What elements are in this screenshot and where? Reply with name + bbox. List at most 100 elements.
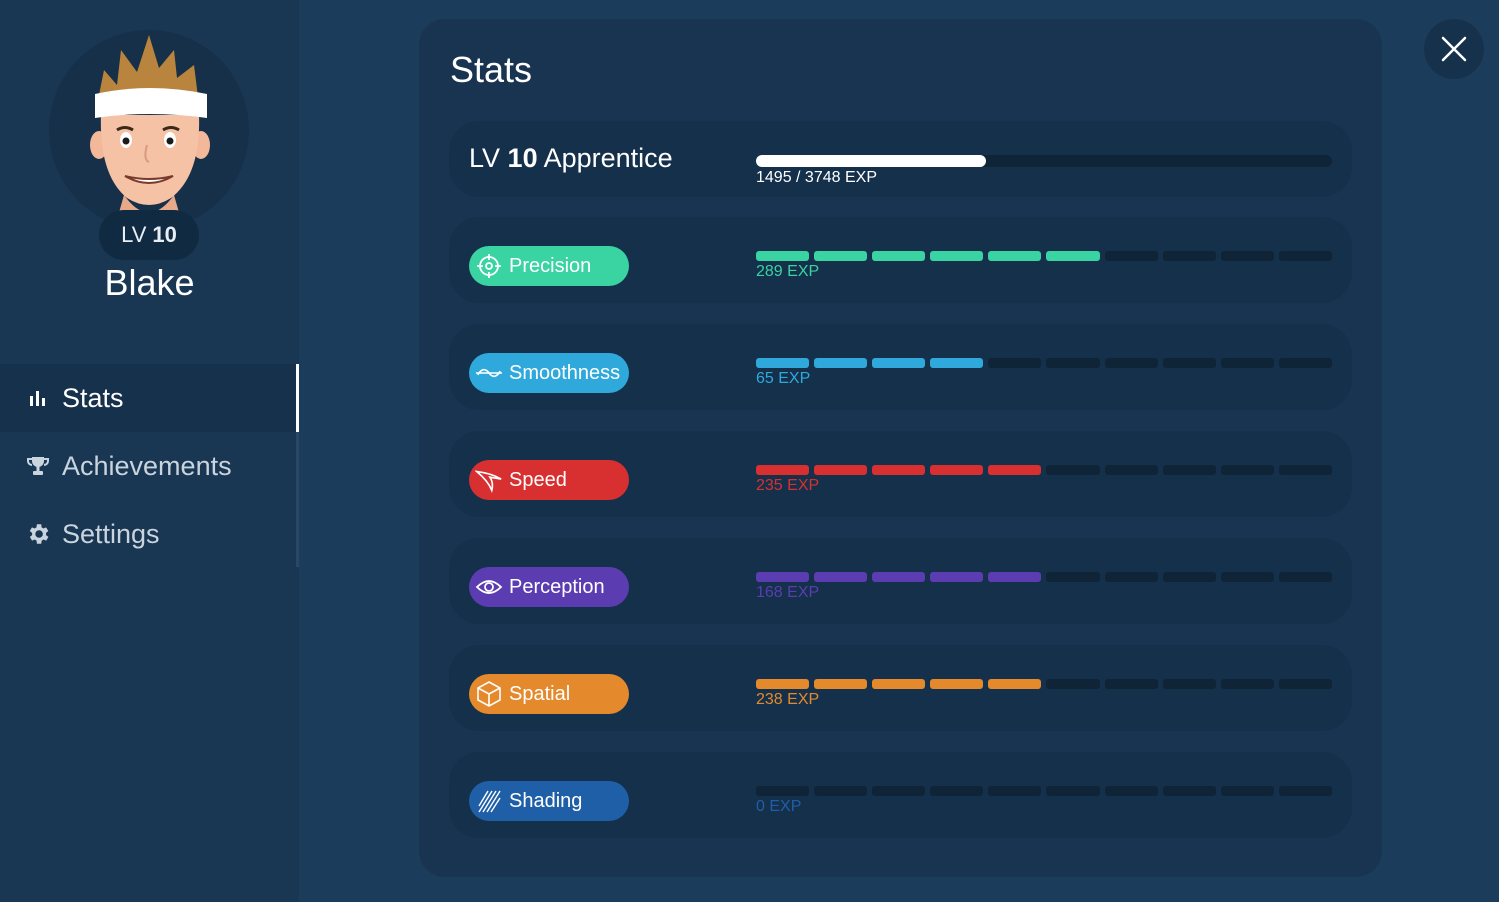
progress-segment-filled bbox=[814, 251, 868, 261]
player-name: Blake bbox=[104, 262, 195, 303]
stat-progress-bar bbox=[756, 572, 1332, 582]
progress-segment-empty bbox=[1162, 572, 1216, 582]
stat-pill-smoothness[interactable]: Smoothness bbox=[469, 353, 629, 393]
progress-segment-empty bbox=[930, 786, 984, 796]
stat-row-perception: Perception 168 EXP bbox=[449, 538, 1352, 624]
progress-segment-filled bbox=[814, 572, 868, 582]
progress-segment-empty bbox=[988, 786, 1042, 796]
eye-icon bbox=[475, 573, 503, 601]
swoosh-icon bbox=[475, 466, 503, 494]
progress-segment-empty bbox=[1220, 786, 1274, 796]
progress-segment-filled bbox=[756, 572, 810, 582]
close-icon bbox=[1441, 36, 1467, 62]
progress-segment-empty bbox=[1104, 572, 1158, 582]
progress-segment-filled bbox=[988, 679, 1042, 689]
sidebar-nav: Stats Achievements Settings bbox=[0, 364, 299, 568]
progress-segment-empty bbox=[1278, 251, 1332, 261]
stat-progress-bar bbox=[756, 786, 1332, 796]
progress-segment-empty bbox=[1278, 786, 1332, 796]
progress-segment-empty bbox=[1162, 358, 1216, 368]
stat-name: Precision bbox=[509, 254, 592, 277]
stat-exp: 289 EXP bbox=[756, 263, 820, 280]
stat-pill-precision[interactable]: Precision bbox=[469, 246, 629, 286]
nav-item-stats[interactable]: Stats bbox=[0, 364, 299, 432]
progress-segment-empty bbox=[1046, 465, 1100, 475]
stat-pill-spatial[interactable]: Spatial bbox=[469, 674, 629, 714]
close-button[interactable] bbox=[1424, 19, 1484, 79]
nav-rail bbox=[296, 364, 299, 567]
bar-chart-icon bbox=[24, 384, 52, 412]
level-badge-value: 10 bbox=[152, 222, 177, 247]
progress-segment-filled bbox=[756, 358, 810, 368]
progress-segment-empty bbox=[1162, 465, 1216, 475]
hatch-icon bbox=[475, 787, 503, 815]
stat-name: Perception bbox=[509, 575, 605, 598]
panel-title: Stats bbox=[450, 49, 533, 90]
crosshair-icon bbox=[475, 252, 503, 280]
progress-segment-filled bbox=[756, 251, 810, 261]
progress-segment-filled bbox=[988, 572, 1042, 582]
xp-progress-fill bbox=[756, 155, 986, 167]
stat-progress-bar bbox=[756, 251, 1332, 261]
level-rank: Apprentice bbox=[543, 143, 673, 173]
progress-segment-filled bbox=[872, 679, 926, 689]
xp-progress-bar bbox=[756, 155, 1332, 167]
level-badge: LV 10 bbox=[99, 210, 199, 260]
level-prefix: LV bbox=[469, 143, 501, 173]
progress-segment-filled bbox=[872, 358, 926, 368]
level-value: 10 bbox=[507, 143, 538, 173]
progress-segment-empty bbox=[1220, 679, 1274, 689]
avatar-illustration bbox=[90, 35, 210, 230]
gear-icon bbox=[24, 520, 52, 548]
level-progress-row: LV 10 Apprentice 1495 / 3748 EXP bbox=[449, 121, 1352, 197]
progress-segment-filled bbox=[814, 679, 868, 689]
nav-item-label: Settings bbox=[62, 518, 160, 549]
level-badge-prefix: LV bbox=[121, 222, 147, 247]
progress-segment-empty bbox=[1220, 251, 1274, 261]
progress-segment-empty bbox=[1104, 786, 1158, 796]
progress-segment-filled bbox=[930, 465, 984, 475]
progress-segment-empty bbox=[1104, 465, 1158, 475]
progress-segment-empty bbox=[1220, 465, 1274, 475]
nav-item-label: Stats bbox=[62, 382, 124, 413]
progress-segment-empty bbox=[1278, 465, 1332, 475]
progress-segment-empty bbox=[1278, 358, 1332, 368]
nav-item-settings[interactable]: Settings bbox=[0, 500, 299, 568]
stats-panel: Stats LV 10 Apprentice 1495 / 3748 EXP P… bbox=[419, 19, 1382, 877]
nav-item-achievements[interactable]: Achievements bbox=[0, 432, 299, 500]
stat-exp: 65 EXP bbox=[756, 370, 811, 387]
stat-pill-shading[interactable]: Shading bbox=[469, 781, 629, 821]
progress-segment-filled bbox=[930, 358, 984, 368]
progress-segment-filled bbox=[872, 465, 926, 475]
wave-icon bbox=[475, 359, 503, 387]
progress-segment-empty bbox=[756, 786, 810, 796]
progress-segment-empty bbox=[872, 786, 926, 796]
progress-segment-empty bbox=[1104, 251, 1158, 261]
progress-segment-filled bbox=[930, 251, 984, 261]
progress-segment-filled bbox=[814, 465, 868, 475]
progress-segment-empty bbox=[988, 358, 1042, 368]
progress-segment-empty bbox=[1046, 786, 1100, 796]
stat-name: Smoothness bbox=[509, 361, 621, 384]
progress-segment-filled bbox=[756, 465, 810, 475]
stat-pill-speed[interactable]: Speed bbox=[469, 460, 629, 500]
xp-text: 1495 / 3748 EXP bbox=[756, 169, 877, 186]
trophy-icon bbox=[24, 452, 52, 480]
stat-row-shading: Shading 0 EXP bbox=[449, 752, 1352, 838]
progress-segment-empty bbox=[1104, 358, 1158, 368]
progress-segment-filled bbox=[872, 251, 926, 261]
level-label: LV 10 Apprentice bbox=[469, 143, 673, 174]
stat-row-speed: Speed 235 EXP bbox=[449, 431, 1352, 517]
progress-segment-filled bbox=[988, 465, 1042, 475]
progress-segment-filled bbox=[872, 572, 926, 582]
progress-segment-filled bbox=[988, 251, 1042, 261]
stat-progress-bar bbox=[756, 465, 1332, 475]
stat-name: Shading bbox=[509, 789, 583, 812]
progress-segment-empty bbox=[1162, 679, 1216, 689]
progress-segment-filled bbox=[756, 679, 810, 689]
stat-exp: 238 EXP bbox=[756, 691, 820, 708]
stat-exp: 0 EXP bbox=[756, 798, 802, 815]
progress-segment-empty bbox=[1220, 358, 1274, 368]
progress-segment-empty bbox=[1046, 572, 1100, 582]
stat-pill-perception[interactable]: Perception bbox=[469, 567, 629, 607]
